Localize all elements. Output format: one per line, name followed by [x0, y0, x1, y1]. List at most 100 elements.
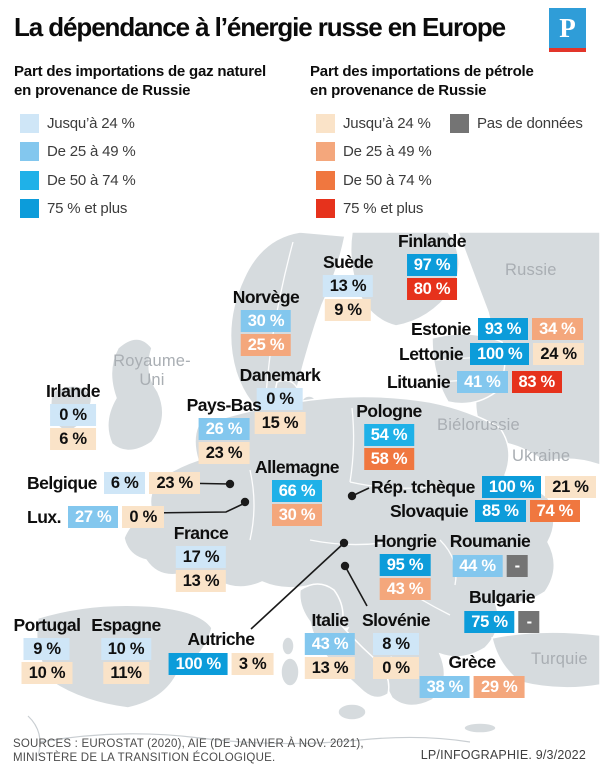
gas-value-box: 13 % [322, 275, 374, 297]
oil-value-box: 29 % [474, 676, 525, 698]
gas-value-box: 43 % [304, 633, 356, 655]
country-pays-bas: Pays-Bas 26 % 23 % [187, 396, 262, 464]
leader-dot-slovenie [340, 561, 350, 571]
gas-value-box: 17 % [175, 546, 227, 568]
oil-swatch-1 [316, 114, 335, 133]
country-bulgarie: Bulgarie 75 % - [464, 587, 540, 633]
country-irlande: Irlande 0 % 6 % [46, 382, 100, 450]
gas-swatch-1 [20, 114, 39, 133]
credit-text: LP/INFOGRAPHIE. 9/3/2022 [420, 748, 586, 762]
oil-value-box: 0 % [372, 657, 419, 679]
oil-value-box: 23 % [198, 442, 250, 464]
oil-legend-label-3: De 50 à 74 % [343, 172, 432, 189]
country-pologne: Pologne 54 % 58 % [356, 402, 422, 470]
leader-line-autriche [250, 542, 345, 630]
gas-value-box: 41 % [457, 371, 508, 393]
oil-swatch-3 [316, 171, 335, 190]
country-label: Rép. tchèque [371, 476, 475, 497]
region-label-ukraine: Ukraine [512, 447, 571, 465]
oil-value-box: 58 % [363, 448, 415, 470]
gas-value-box: 44 % [452, 555, 503, 577]
oil-legend-label-4: 75 % et plus [343, 200, 424, 217]
country-label: Pologne [356, 401, 422, 421]
oil-value-box: 11% [102, 662, 149, 684]
country-suede: Suède 13 % 9 % [322, 252, 374, 321]
gas-legend-label-4: 75 % et plus [47, 200, 128, 217]
oil-value-box: 13 % [304, 657, 356, 679]
country-allemagne: Allemagne 66 % 30 % [255, 458, 340, 526]
country-label: Norvège [232, 287, 300, 307]
leader-line-slovenie [344, 565, 368, 607]
country-label: Lettonie [399, 343, 464, 364]
gas-legend-label-3: De 50 à 74 % [47, 172, 136, 189]
gas-value-box: 6 % [103, 472, 146, 494]
gas-value-box: 100 % [168, 653, 228, 675]
gas-value-box: 93 % [477, 318, 529, 340]
country-label: Estonie [411, 318, 471, 339]
oil-value-box: 23 % [149, 472, 200, 494]
oil-value-box: 13 % [175, 570, 227, 592]
gas-value-box: 95 % [379, 554, 431, 576]
gas-swatch-4 [20, 199, 39, 218]
country-label: Bulgarie [468, 587, 536, 607]
country-portugal: Portugal 9 % 10 % [14, 616, 81, 684]
leader-dot-tcheque [347, 491, 357, 501]
oil-value-box: 3 % [231, 653, 274, 675]
gas-value-box: 100 % [481, 476, 542, 498]
oil-no-data-box: - [518, 611, 540, 633]
country-danemark: Danemark 0 % 15 % [240, 366, 321, 434]
country-label: Irlande [46, 381, 100, 401]
gas-value-box: 66 % [271, 480, 323, 502]
oil-value-box: 6 % [49, 428, 96, 450]
country-slovenie: Slovénie 8 % 0 % [362, 611, 430, 679]
oil-legend-title: Part des importations de pétrole en prove… [310, 63, 534, 99]
leader-line-lux [145, 502, 246, 514]
gas-swatch-2 [20, 142, 39, 161]
country-label: Italie [311, 610, 349, 630]
gas-value-box: 9 % [23, 638, 70, 660]
country-belgique: Belgique 6 % 23 % [27, 472, 200, 494]
nodata-swatch [450, 114, 469, 133]
oil-value-box: 83 % [511, 371, 562, 393]
gas-legend-label-2: De 25 à 49 % [47, 143, 136, 160]
oil-value-box: 0 % [122, 506, 164, 528]
page-title: La dépendance à l’énergie russe en Europ… [14, 12, 506, 42]
leader-dot-belgique [225, 479, 235, 489]
nodata-legend-label: Pas de données [477, 115, 583, 132]
gas-value-box: 75 % [464, 611, 515, 633]
gas-value-box: 100 % [470, 343, 530, 365]
country-label: Suède [322, 252, 374, 272]
country-espagne: Espagne 10 % 11% [91, 615, 161, 684]
country-label: Grèce [448, 652, 496, 672]
country-label: Hongrie [373, 531, 437, 551]
region-label-royaume-uni: Royaume- Uni [113, 352, 191, 389]
oil-value-box: 9 % [324, 299, 371, 321]
country-luxembourg: Lux. 27 % 0 % [27, 506, 164, 528]
oil-legend-label-2: De 25 à 49 % [343, 143, 432, 160]
country-label: Autriche [187, 629, 255, 649]
country-label: Lituanie [387, 371, 451, 392]
gas-value-box: 97 % [406, 254, 458, 276]
country-rep-tcheque: Rép. tchèque 100 % 21 % [371, 476, 596, 498]
gas-value-box: 26 % [198, 418, 250, 440]
country-label: France [173, 523, 229, 543]
country-hongrie: Hongrie 95 % 43 % [374, 532, 437, 600]
country-slovaquie: Slovaquie 85 % 74 % [390, 500, 581, 522]
le-parisien-logo: P [549, 8, 586, 48]
gas-value-box: 30 % [240, 310, 292, 332]
country-label: Lux. [27, 506, 61, 527]
oil-value-box: 25 % [240, 334, 292, 356]
country-norvege: Norvège 30 % 25 % [233, 288, 300, 356]
map-uk [107, 338, 164, 452]
country-label: Espagne [91, 615, 161, 635]
oil-value-box: 74 % [529, 500, 581, 522]
country-estonie: Estonie 93 % 34 % [411, 318, 583, 340]
oil-value-box: 30 % [271, 504, 323, 526]
country-autriche: Autriche 100 % 3 % [168, 629, 274, 675]
region-label-bielorussie: Biélorussie [437, 416, 520, 434]
oil-value-box: 43 % [379, 578, 431, 600]
oil-no-data-box: - [506, 555, 528, 577]
gas-legend-label-1: Jusqu’à 24 % [47, 115, 135, 132]
sources-text: SOURCES : EUROSTAT (2020), AIE (DE JANVI… [13, 738, 364, 764]
gas-legend-title: Part des importations de gaz naturel en p… [14, 63, 267, 99]
